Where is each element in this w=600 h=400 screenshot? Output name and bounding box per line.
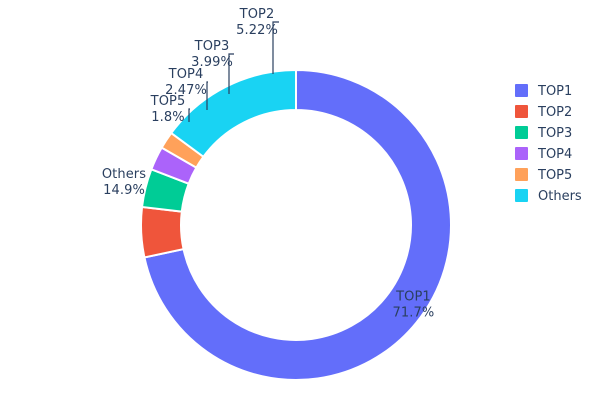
pie-slice-others[interactable]: [169, 68, 297, 159]
legend-label-top1: TOP1: [537, 84, 572, 99]
legend-swatch-top3[interactable]: [515, 126, 528, 139]
legend-label-top5: TOP5: [537, 168, 572, 183]
slice-label-top4-name: TOP4: [168, 67, 204, 82]
slice-label-top4-percent: 2.47%: [165, 83, 207, 98]
slice-label-top4: TOP4 2.47%: [165, 67, 207, 98]
legend-swatch-top1[interactable]: [515, 84, 528, 97]
leader-line-top5: [188, 108, 190, 122]
pie-slice-top1[interactable]: [143, 68, 452, 381]
legend-label-others: Others: [538, 189, 582, 204]
slice-label-top3-name: TOP3: [194, 39, 230, 54]
slice-label-top5-name: TOP5: [150, 94, 186, 109]
slice-label-top1: TOP1 71.7%: [393, 290, 435, 321]
legend[interactable]: TOP1 TOP2 TOP3 TOP4 TOP5 Others: [515, 84, 582, 204]
legend-item-top1[interactable]: TOP1: [515, 84, 572, 99]
leader-lines: [188, 21, 279, 122]
legend-swatch-top2[interactable]: [515, 105, 528, 118]
legend-label-top3: TOP3: [537, 126, 572, 141]
legend-swatch-top5[interactable]: [515, 168, 528, 181]
legend-item-others[interactable]: Others: [515, 189, 582, 204]
legend-item-top4[interactable]: TOP4: [515, 147, 572, 162]
slice-labels: TOP1 71.7%TOP2 5.22%TOP3 3.99%TOP4 2.47%TOP5…: [102, 7, 434, 321]
legend-label-top4: TOP4: [537, 147, 572, 162]
leader-line-top3: [228, 53, 234, 94]
legend-label-top2: TOP2: [537, 105, 572, 120]
pie-slice-top2[interactable]: [140, 205, 185, 259]
slice-label-top2: TOP2 5.22%: [236, 7, 278, 38]
slice-label-top5-percent: 1.8%: [151, 110, 184, 125]
slice-label-top1-percent: 71.7%: [393, 306, 435, 321]
legend-item-top5[interactable]: TOP5: [515, 168, 572, 183]
slice-label-top2-name: TOP2: [239, 7, 275, 22]
legend-item-top3[interactable]: TOP3: [515, 126, 572, 141]
slice-label-top5: TOP5 1.8%: [150, 94, 186, 125]
leader-line-top4: [206, 81, 208, 110]
slice-label-others: Others 14.9%: [102, 167, 146, 198]
slice-label-top3: TOP3 3.99%: [191, 39, 233, 70]
slice-label-top2-percent: 5.22%: [236, 23, 278, 38]
pie-slices: [140, 68, 452, 381]
leader-line-top2: [272, 21, 279, 74]
slice-label-others-name: Others: [102, 167, 146, 182]
slice-label-top3-percent: 3.99%: [191, 55, 233, 70]
slice-label-top1-name: TOP1: [395, 290, 431, 305]
legend-item-top2[interactable]: TOP2: [515, 105, 572, 120]
slice-label-others-percent: 14.9%: [103, 183, 145, 198]
legend-swatch-top4[interactable]: [515, 147, 528, 160]
legend-swatch-others[interactable]: [515, 189, 528, 202]
